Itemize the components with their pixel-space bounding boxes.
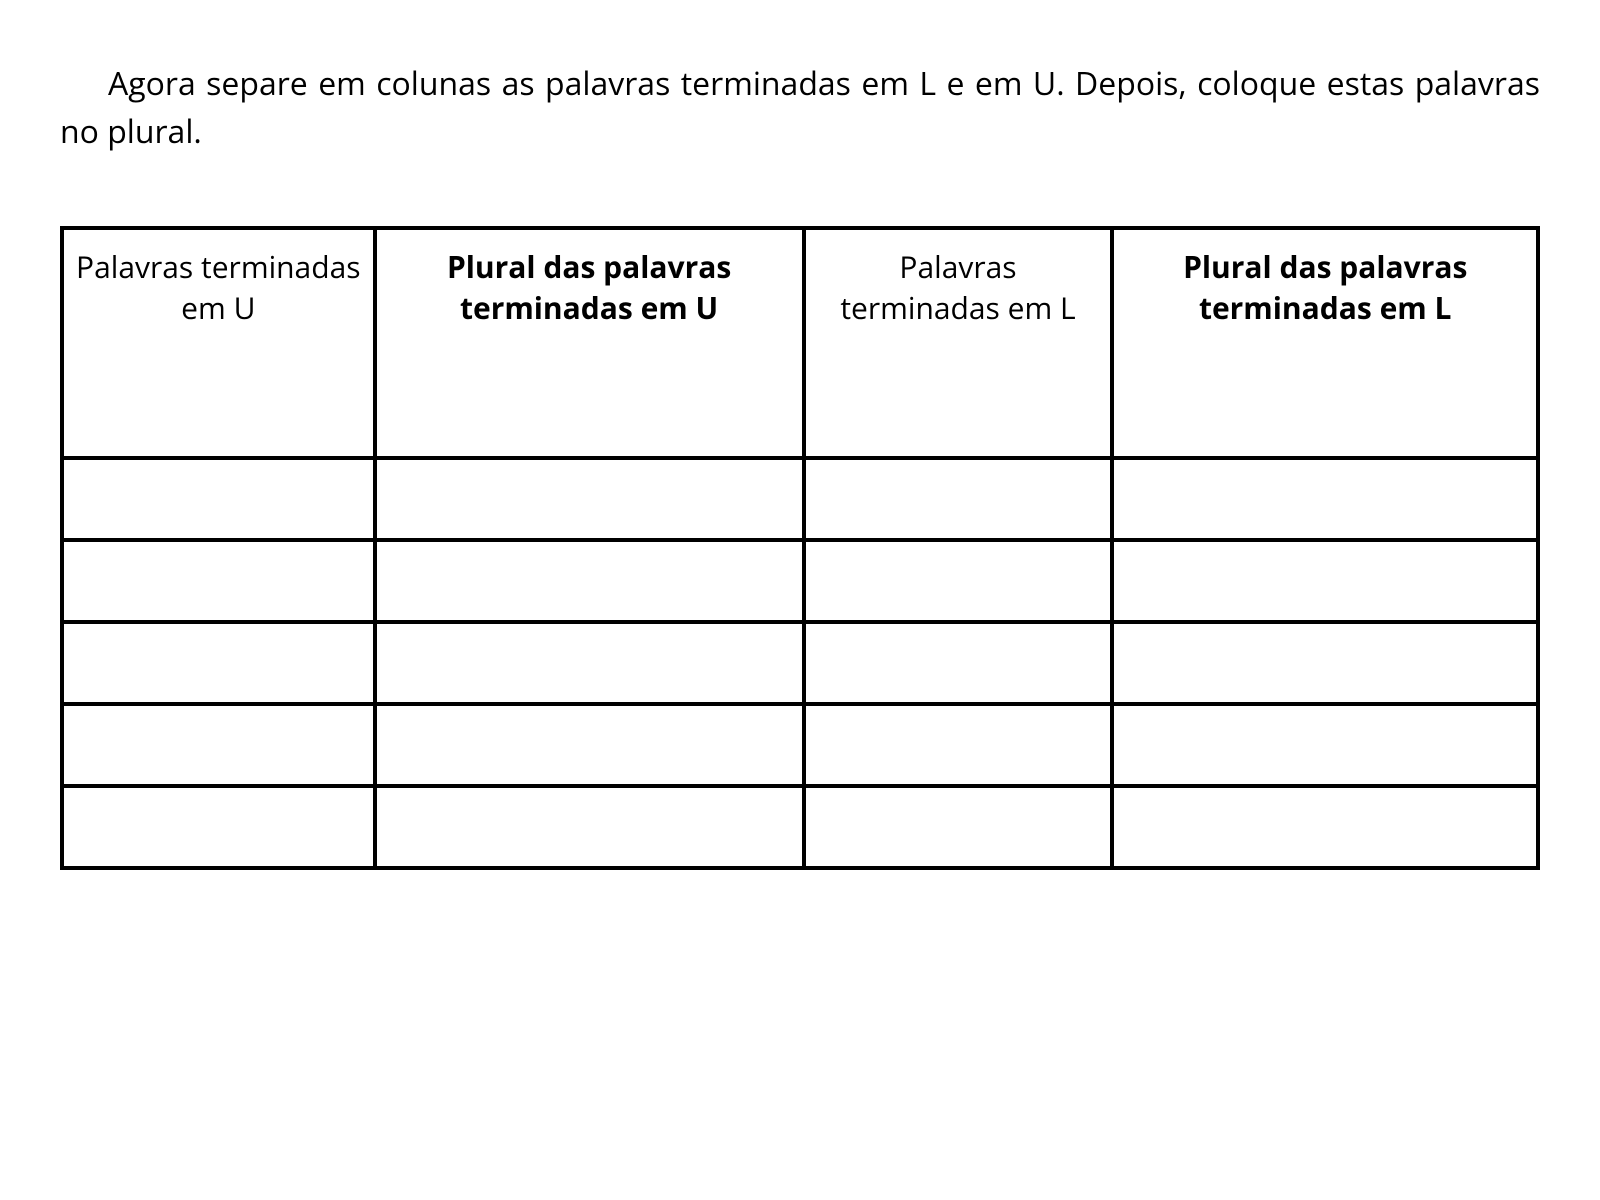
table-cell[interactable] [62, 458, 375, 540]
table-body [62, 458, 1538, 868]
worksheet-table: Palavras terminadas em U Plural das pala… [60, 226, 1540, 870]
table-row [62, 704, 1538, 786]
table-cell[interactable] [1112, 540, 1538, 622]
table-cell[interactable] [375, 622, 804, 704]
table-cell[interactable] [804, 622, 1113, 704]
table-cell[interactable] [804, 540, 1113, 622]
table-cell[interactable] [1112, 704, 1538, 786]
table-cell[interactable] [804, 458, 1113, 540]
table-cell[interactable] [804, 704, 1113, 786]
table-cell[interactable] [375, 786, 804, 868]
instruction-text: Agora separe em colunas as palavras term… [50, 60, 1550, 156]
column-header-words-u: Palavras terminadas em U [62, 228, 375, 458]
table-cell[interactable] [1112, 622, 1538, 704]
column-header-plural-l: Plural das palavras terminadas em L [1112, 228, 1538, 458]
table-container: Palavras terminadas em U Plural das pala… [50, 226, 1550, 870]
table-header-row: Palavras terminadas em U Plural das pala… [62, 228, 1538, 458]
table-row [62, 540, 1538, 622]
table-cell[interactable] [375, 704, 804, 786]
table-cell[interactable] [62, 704, 375, 786]
table-row [62, 458, 1538, 540]
table-cell[interactable] [62, 622, 375, 704]
table-row [62, 786, 1538, 868]
table-cell[interactable] [1112, 786, 1538, 868]
table-cell[interactable] [62, 540, 375, 622]
table-row [62, 622, 1538, 704]
table-cell[interactable] [375, 540, 804, 622]
column-header-plural-u: Plural das palavras terminadas em U [375, 228, 804, 458]
table-cell[interactable] [1112, 458, 1538, 540]
column-header-words-l: Palavras terminadas em L [804, 228, 1113, 458]
table-cell[interactable] [375, 458, 804, 540]
table-cell[interactable] [62, 786, 375, 868]
table-cell[interactable] [804, 786, 1113, 868]
